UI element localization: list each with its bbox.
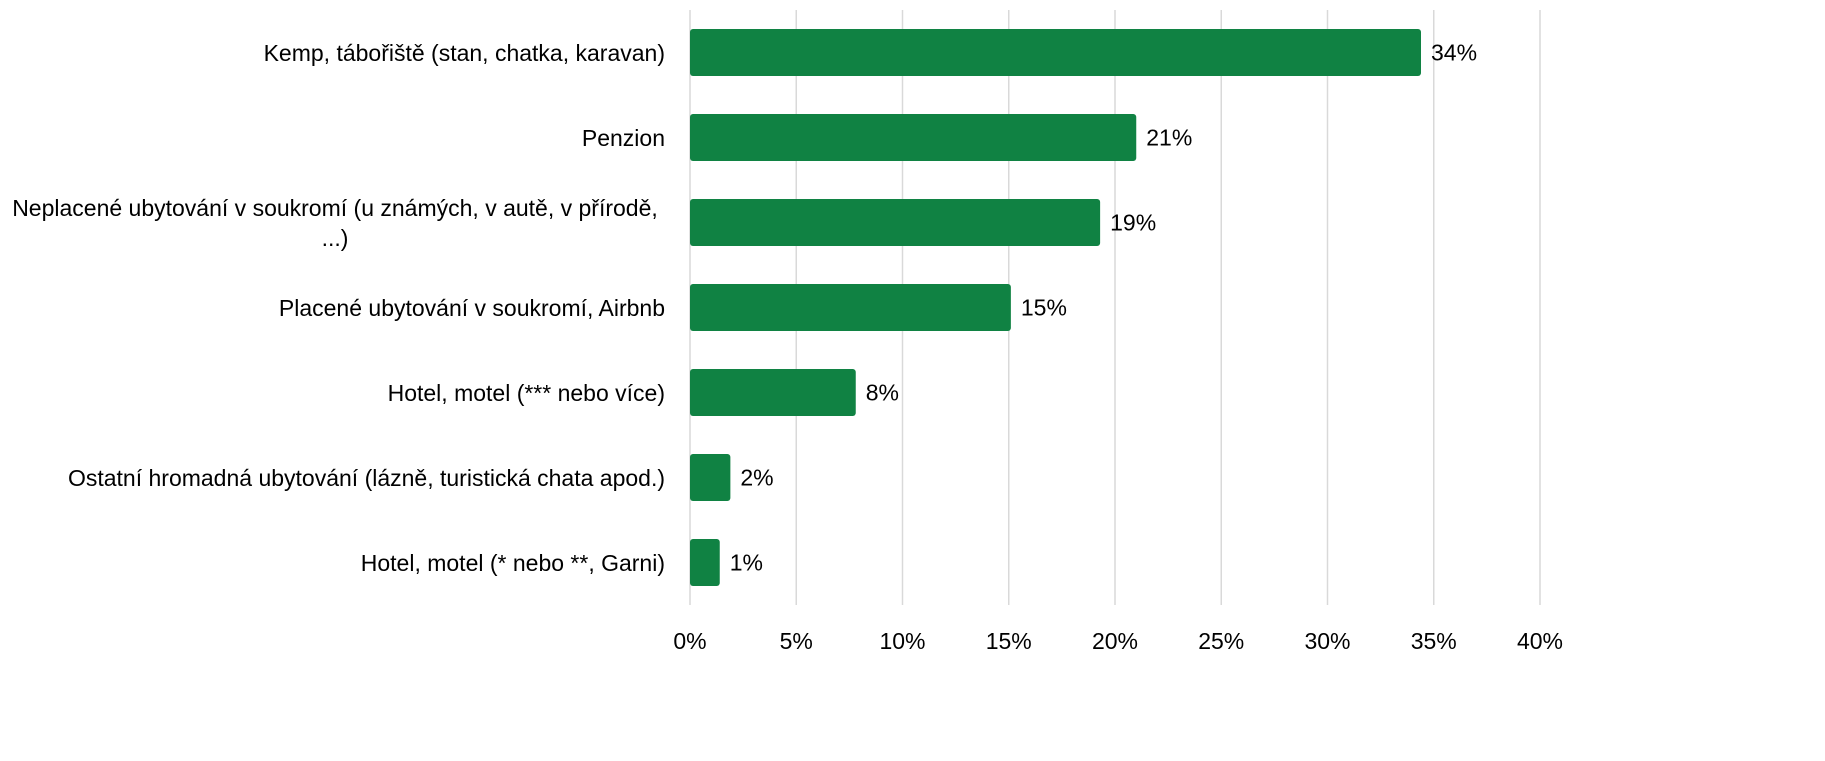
data-label: 2%: [740, 465, 773, 491]
x-tick-label: 35%: [1411, 628, 1457, 654]
y-tick-label: Hotel, motel (*** nebo více): [387, 379, 665, 406]
data-label: 1%: [730, 550, 763, 576]
data-label: 34%: [1431, 40, 1477, 66]
y-tick-label: Kemp, tábořiště (stan, chatka, karavan): [263, 39, 665, 66]
x-tick-label: 25%: [1198, 628, 1244, 654]
bar: [690, 114, 1137, 161]
x-tick-label: 10%: [879, 628, 925, 654]
x-tick-label: 20%: [1092, 628, 1138, 654]
x-tick-label: 40%: [1517, 628, 1563, 654]
data-label: 19%: [1110, 210, 1156, 236]
y-tick-label: Hotel, motel (* nebo **, Garni): [360, 549, 665, 576]
data-label: 15%: [1021, 295, 1067, 321]
bar: [690, 199, 1101, 246]
bar: [690, 454, 731, 501]
data-label: 21%: [1146, 125, 1192, 151]
x-tick-label: 5%: [780, 628, 813, 654]
bar: [690, 29, 1421, 76]
x-tick-label: 30%: [1304, 628, 1350, 654]
x-tick-label: 0%: [673, 628, 706, 654]
bar: [690, 284, 1011, 331]
x-tick-label: 15%: [986, 628, 1032, 654]
bar: [690, 369, 856, 416]
data-label: 8%: [866, 380, 899, 406]
y-tick-label: Placené ubytování v soukromí, Airbnb: [278, 294, 665, 321]
y-tick-label: Ostatní hromadná ubytování (lázně, turis…: [67, 464, 665, 491]
bar: [690, 539, 720, 586]
y-tick-label: Penzion: [581, 124, 665, 151]
y-tick-label: Neplacené ubytování v soukromí (u známýc…: [12, 194, 658, 251]
